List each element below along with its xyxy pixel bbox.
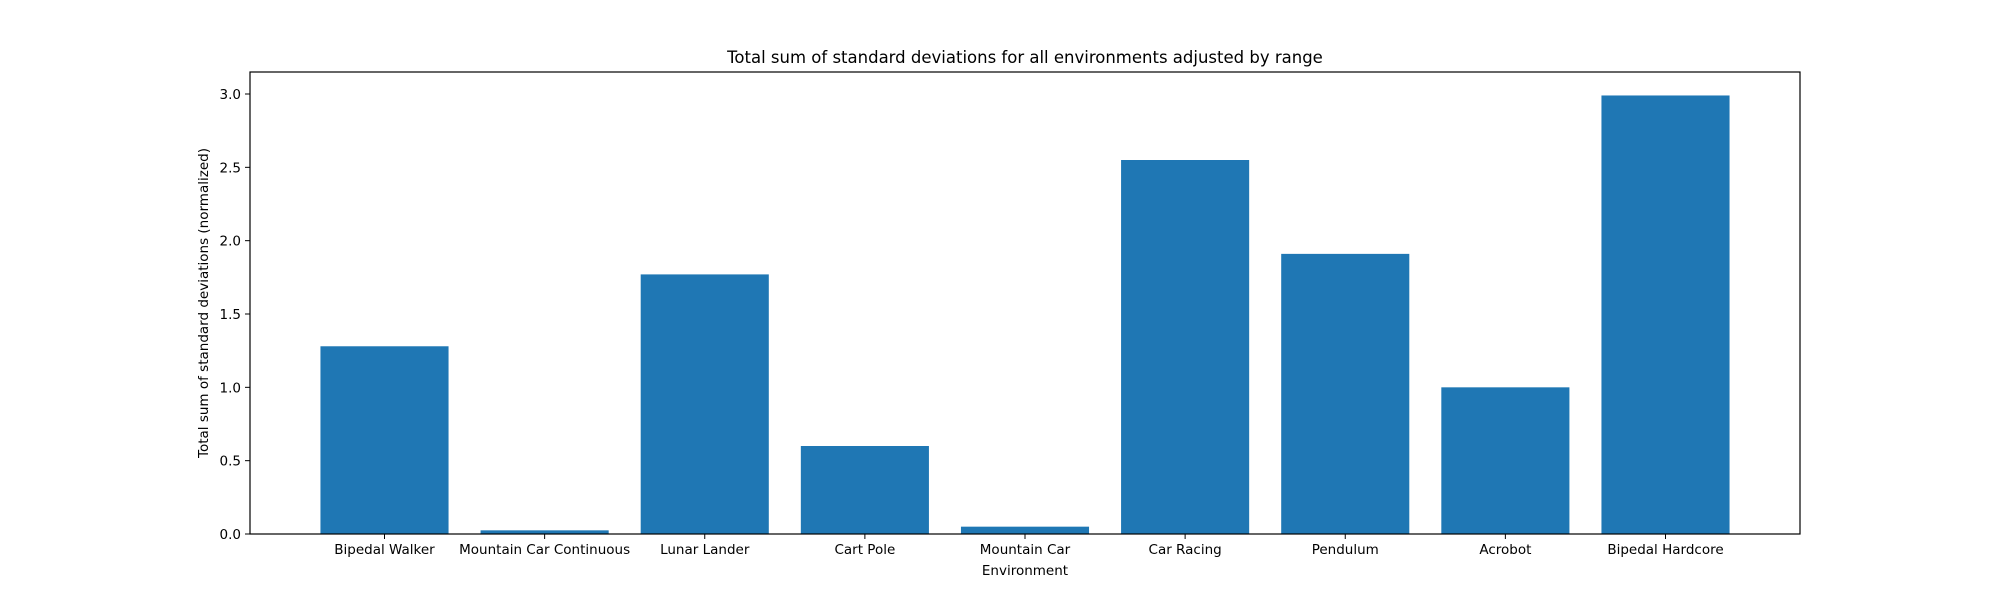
y-tick-label: 1.5 xyxy=(220,307,241,323)
y-tick-label: 3.0 xyxy=(220,87,241,103)
y-tick-label: 1.0 xyxy=(220,380,241,396)
chart-title: Total sum of standard deviations for all… xyxy=(726,48,1323,67)
x-axis-ticks: Bipedal Walker Mountain Car Continuous Lun… xyxy=(334,534,1724,558)
y-tick-label: 0.0 xyxy=(220,527,241,543)
y-axis-ticks: 0.0 0.5 1.0 1.5 2.0 2.5 3.0 xyxy=(220,87,250,543)
x-tick-label: Car Racing xyxy=(1149,542,1222,558)
bar-lunar-lander xyxy=(640,274,769,534)
bar-bipedal-hardcore xyxy=(1601,95,1730,534)
bars-layer xyxy=(320,95,1730,534)
x-tick-label: Mountain Car xyxy=(980,542,1071,558)
x-tick-label: Pendulum xyxy=(1312,542,1379,558)
y-tick-label: 2.5 xyxy=(220,160,241,176)
y-tick-label: 0.5 xyxy=(220,454,241,470)
x-tick-label: Bipedal Hardcore xyxy=(1607,542,1723,558)
y-tick-label: 2.0 xyxy=(220,234,241,250)
x-tick-label: Mountain Car Continuous xyxy=(459,542,630,558)
x-tick-label: Cart Pole xyxy=(834,542,895,558)
bar-mountain-car-continuous xyxy=(480,530,609,534)
bar-bipedal-walker xyxy=(320,346,449,534)
x-axis-label: Environment xyxy=(982,563,1068,579)
y-axis-label: Total sum of standard deviations (normal… xyxy=(196,148,212,459)
plot-frame xyxy=(249,71,1801,535)
bar-acrobot xyxy=(1441,387,1570,534)
bar-car-racing xyxy=(1121,160,1250,534)
x-tick-label: Acrobot xyxy=(1479,542,1531,558)
x-tick-label: Bipedal Walker xyxy=(334,542,435,558)
bar-cart-pole xyxy=(800,446,929,534)
bar-pendulum xyxy=(1281,253,1410,534)
x-tick-label: Lunar Lander xyxy=(660,542,750,558)
bar-mountain-car xyxy=(960,526,1090,534)
